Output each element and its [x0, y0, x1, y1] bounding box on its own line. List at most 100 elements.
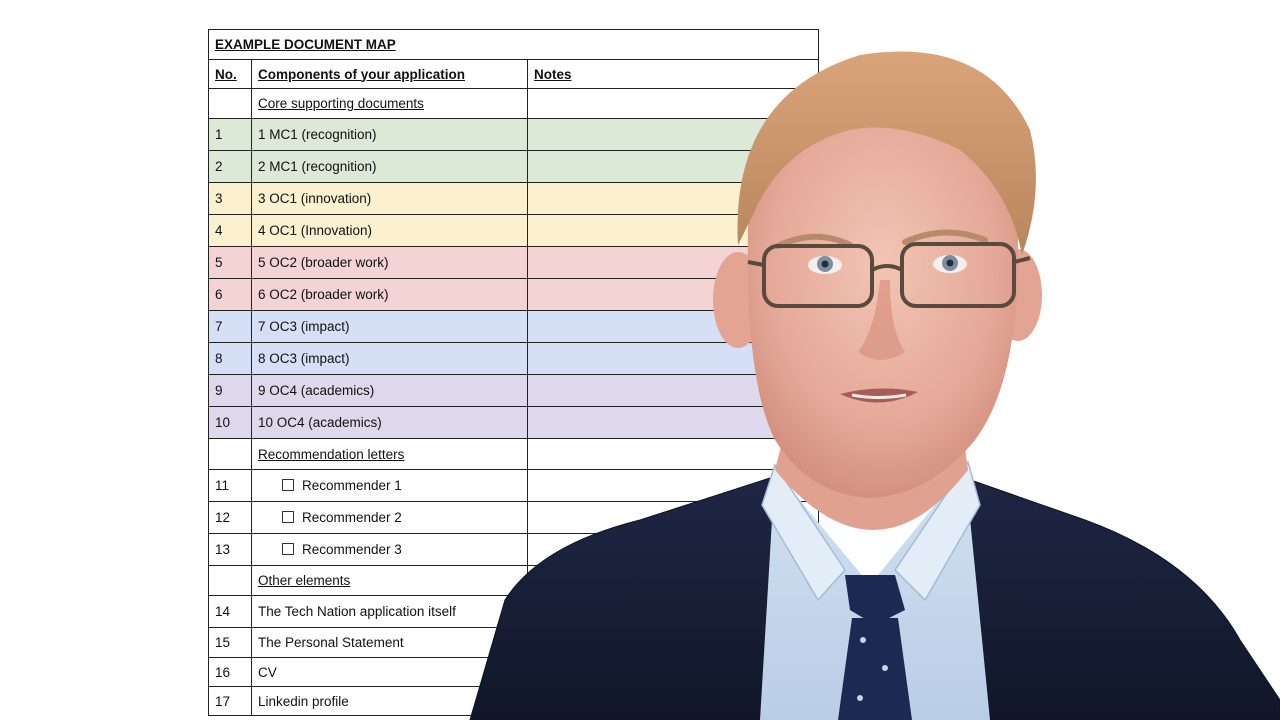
- tie: [838, 618, 912, 720]
- row-label: Recommender 2: [302, 510, 402, 525]
- notes-cell: [526, 342, 820, 375]
- table-row: 6 6 OC2 (broader work): [208, 278, 820, 311]
- notes-cell: [526, 406, 820, 439]
- checkbox-icon[interactable]: [282, 479, 294, 491]
- row-number: 16: [208, 657, 252, 687]
- table-row: 11 Recommender 1: [208, 469, 820, 502]
- checklist-item: Recommender 1: [251, 469, 528, 502]
- row-label: 7 OC3 (impact): [251, 310, 528, 343]
- row-number: 8: [208, 342, 252, 375]
- row-number: 4: [208, 214, 252, 247]
- row-number: 15: [208, 627, 252, 658]
- row-label: 1 MC1 (recognition): [251, 118, 528, 151]
- row-label: 2 MC1 (recognition): [251, 150, 528, 183]
- row-label: 4 OC1 (Innovation): [251, 214, 528, 247]
- notes-cell: [526, 469, 820, 502]
- notes-cell: [526, 438, 820, 470]
- header-notes: Notes: [526, 59, 820, 89]
- table-title: EXAMPLE DOCUMENT MAP: [207, 29, 820, 60]
- row-number: 1: [208, 118, 252, 151]
- mouth: [840, 388, 918, 403]
- checkbox-icon[interactable]: [282, 543, 294, 555]
- row-label: 5 OC2 (broader work): [251, 246, 528, 279]
- notes-cell: [526, 686, 820, 716]
- checkbox-icon[interactable]: [282, 511, 294, 523]
- table-row: 13 Recommender 3: [208, 533, 820, 566]
- row-label: 6 OC2 (broader work): [251, 278, 528, 311]
- table-title-row: EXAMPLE DOCUMENT MAP: [207, 29, 820, 60]
- document-map-table: EXAMPLE DOCUMENT MAP No. Components of y…: [207, 29, 820, 716]
- section-heading-core: Core supporting documents: [251, 88, 528, 119]
- row-label: The Tech Nation application itself: [251, 595, 528, 628]
- notes-cell: [526, 118, 820, 151]
- table-row: 9 9 OC4 (academics): [208, 374, 820, 407]
- table-row: 7 7 OC3 (impact): [208, 310, 820, 343]
- notes-cell: [526, 278, 820, 311]
- table-row: 1 1 MC1 (recognition): [208, 118, 820, 151]
- eye: [933, 255, 967, 273]
- table-cell: [208, 88, 252, 119]
- table-row: 3 3 OC1 (innovation): [208, 182, 820, 215]
- row-number: 7: [208, 310, 252, 343]
- row-number: 11: [208, 469, 252, 502]
- row-number: 12: [208, 501, 252, 534]
- table-cell: [208, 438, 252, 470]
- row-label: Recommender 1: [302, 478, 402, 493]
- row-number: 13: [208, 533, 252, 566]
- row-number: 5: [208, 246, 252, 279]
- table-cell: [208, 565, 252, 596]
- row-label: CV: [251, 657, 528, 687]
- notes-cell: [526, 88, 820, 119]
- notes-cell: [526, 595, 820, 628]
- checklist-item: Recommender 2: [251, 501, 528, 534]
- notes-cell: [526, 150, 820, 183]
- row-label: Linkedin profile: [251, 686, 528, 716]
- row-label: 9 OC4 (academics): [251, 374, 528, 407]
- row-number: 10: [208, 406, 252, 439]
- tie: [845, 575, 905, 625]
- table-row: 15 The Personal Statement: [208, 627, 820, 658]
- notes-cell: [526, 214, 820, 247]
- row-label: 10 OC4 (academics): [251, 406, 528, 439]
- section-heading-recommendation: Recommendation letters: [251, 438, 528, 470]
- table-row: 8 8 OC3 (impact): [208, 342, 820, 375]
- nose: [858, 280, 905, 360]
- notes-cell: [526, 627, 820, 658]
- header-row: No. Components of your application Notes: [208, 59, 820, 89]
- section-heading-other: Other elements: [251, 565, 528, 596]
- table-row: 10 10 OC4 (academics): [208, 406, 820, 439]
- table-row: 17 Linkedin profile: [208, 686, 820, 716]
- notes-cell: [526, 246, 820, 279]
- notes-cell: [526, 657, 820, 687]
- table-row: 12 Recommender 2: [208, 501, 820, 534]
- notes-cell: [526, 310, 820, 343]
- ear: [994, 249, 1042, 341]
- notes-cell: [526, 374, 820, 407]
- shirt-collar: [894, 460, 981, 602]
- notes-cell: [526, 182, 820, 215]
- row-number: 2: [208, 150, 252, 183]
- section-row-core: Core supporting documents: [208, 88, 820, 119]
- row-label: Recommender 3: [302, 542, 402, 557]
- row-label: 3 OC1 (innovation): [251, 182, 528, 215]
- section-row-recommendation: Recommendation letters: [208, 438, 820, 470]
- row-number: 6: [208, 278, 252, 311]
- header-components: Components of your application: [251, 59, 528, 89]
- notes-cell: [526, 565, 820, 596]
- table-row: 16 CV: [208, 657, 820, 687]
- row-number: 3: [208, 182, 252, 215]
- table-row: 4 4 OC1 (Innovation): [208, 214, 820, 247]
- table-row: 2 2 MC1 (recognition): [208, 150, 820, 183]
- notes-cell: [526, 533, 820, 566]
- table-row: 14 The Tech Nation application itself: [208, 595, 820, 628]
- row-number: 14: [208, 595, 252, 628]
- notes-cell: [526, 501, 820, 534]
- table-row: 5 5 OC2 (broader work): [208, 246, 820, 279]
- section-row-other: Other elements: [208, 565, 820, 596]
- row-label: 8 OC3 (impact): [251, 342, 528, 375]
- row-number: 9: [208, 374, 252, 407]
- checklist-item: Recommender 3: [251, 533, 528, 566]
- row-number: 17: [208, 686, 252, 716]
- row-label: The Personal Statement: [251, 627, 528, 658]
- header-no: No.: [208, 59, 252, 89]
